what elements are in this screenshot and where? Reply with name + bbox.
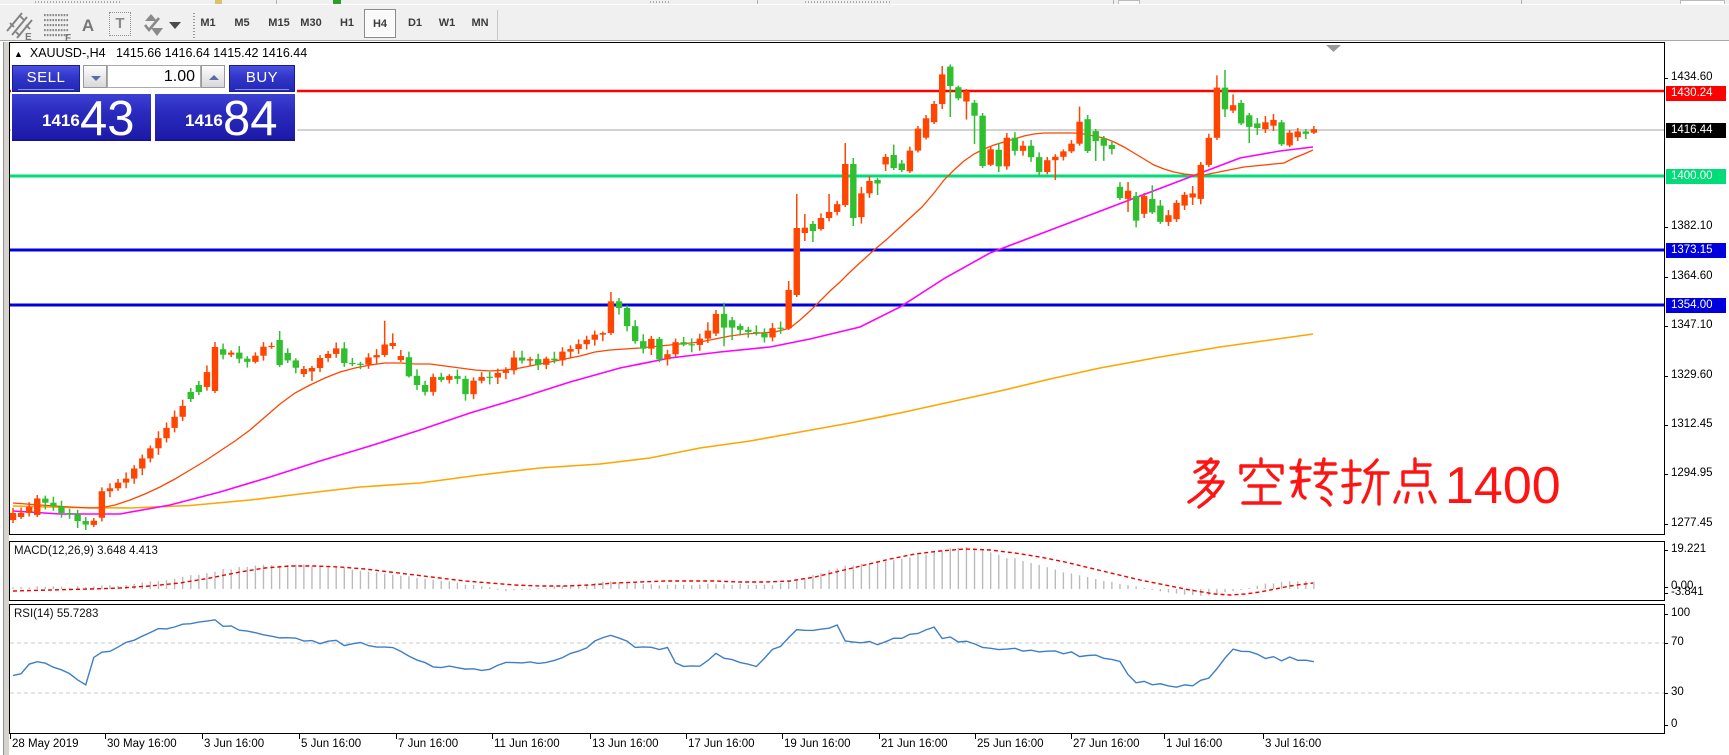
svg-text:E: E: [25, 32, 32, 43]
svg-text:RSI(14) 55.7283: RSI(14) 55.7283: [14, 608, 98, 620]
svg-text:F: F: [65, 33, 71, 43]
svg-text:MACD(12,26,9) 3.648 4.413: MACD(12,26,9) 3.648 4.413: [14, 545, 158, 557]
svg-text:1400: 1400: [1445, 457, 1561, 515]
